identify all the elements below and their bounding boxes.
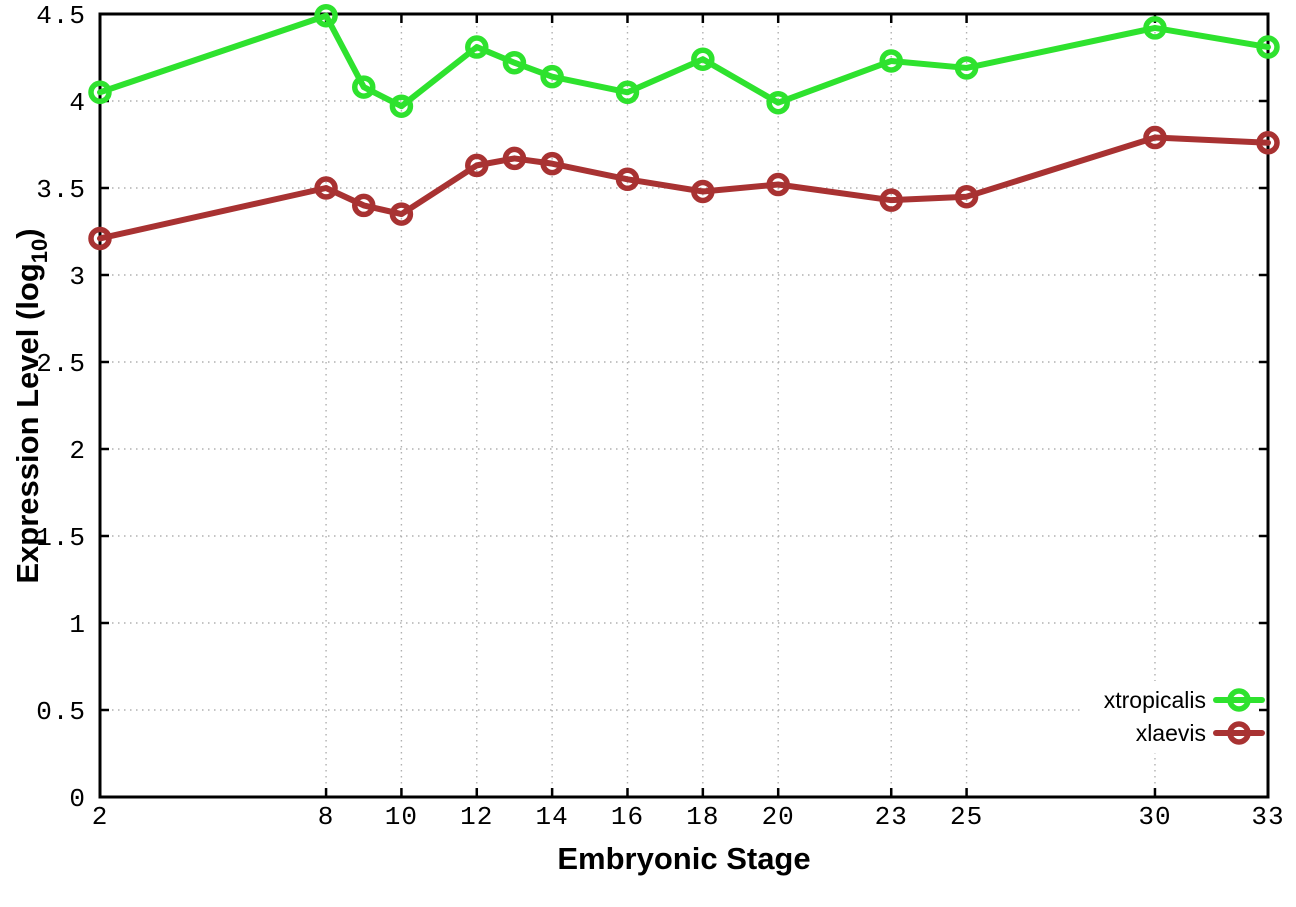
x-axis-title: Embryonic Stage (557, 841, 810, 876)
x-tick-label: 25 (950, 802, 983, 832)
legend-marker-open-circle (1227, 721, 1251, 745)
series-xtropicalis (88, 3, 1280, 118)
data-point-marker-xlaevis (766, 172, 790, 197)
data-point-marker-xtropicalis (465, 35, 489, 59)
y-tick-label: 2.5 (36, 349, 86, 379)
legend-label-xtropicalis: xtropicalis (1104, 687, 1206, 713)
data-point-marker-xtropicalis (1143, 16, 1167, 40)
x-tick-label: 18 (686, 802, 719, 832)
axis-ticks-layer (98, 12, 1270, 799)
data-point-marker-xlaevis (615, 167, 640, 192)
series-xlaevis (88, 125, 1280, 251)
x-tick-label: 14 (536, 802, 569, 832)
y-tick-label: 1.5 (36, 523, 86, 553)
data-point-marker-xlaevis (540, 151, 564, 176)
legend-entry-xtropicalis: xtropicalis (1104, 687, 1265, 713)
data-point-marker-xtropicalis (879, 49, 903, 73)
data-point-marker-xlaevis (1256, 131, 1280, 155)
x-tick-label: 10 (385, 802, 418, 832)
data-point-marker-xtropicalis (88, 80, 112, 105)
data-point-marker-xlaevis (88, 226, 112, 251)
data-point-marker-xtropicalis (615, 80, 640, 105)
series-layer (88, 3, 1280, 251)
legend-marker-open-circle (1227, 688, 1251, 712)
x-tick-label: 30 (1138, 802, 1171, 832)
data-point-marker-xtropicalis (691, 47, 715, 71)
y-tick-label: 1 (69, 610, 86, 640)
data-point-marker-xlaevis (1143, 125, 1167, 150)
data-point-marker-xtropicalis (954, 56, 979, 80)
data-point-marker-xlaevis (351, 193, 376, 218)
grid-layer (99, 13, 1269, 798)
y-tick-label: 4.5 (36, 1, 86, 31)
series-line-xtropicalis (97, 12, 1271, 110)
data-point-marker-xtropicalis (314, 3, 338, 28)
x-tick-label: 23 (875, 802, 908, 832)
data-point-marker-xtropicalis (502, 50, 527, 75)
y-tick-label: 2 (69, 436, 86, 466)
y-tick-label: 3.5 (36, 175, 86, 205)
x-tick-label: 16 (611, 802, 644, 832)
legend-label-xlaevis: xlaevis (1136, 720, 1206, 746)
y-axis-title: Expression Level (log10) (10, 228, 52, 583)
data-point-marker-xtropicalis (1256, 35, 1280, 59)
data-point-marker-xlaevis (691, 179, 715, 204)
legend-entry-xlaevis: xlaevis (1136, 720, 1265, 746)
data-point-marker-xtropicalis (351, 75, 376, 99)
x-tick-label: 8 (318, 802, 335, 832)
data-point-marker-xtropicalis (766, 90, 790, 115)
y-tick-label: 3 (69, 262, 86, 292)
x-tick-label: 12 (460, 802, 493, 832)
data-point-marker-xtropicalis (540, 64, 564, 89)
y-tick-label: 0.5 (36, 697, 86, 727)
y-tick-label: 0 (69, 784, 86, 814)
plot-border (98, 12, 1270, 799)
tick-labels-layer: 2 8 10 12 14 16 18 20 23 25 30 33 0 0.5 1 1.5 2 2.5 3 3.5 4 4… (36, 1, 1284, 832)
data-point-marker-xlaevis (314, 176, 338, 200)
data-point-marker-xlaevis (954, 184, 979, 209)
y-tick-label: 4 (69, 88, 86, 118)
x-tick-label: 2 (92, 802, 109, 832)
x-tick-label: 33 (1251, 802, 1284, 832)
x-tick-label: 20 (762, 802, 795, 832)
data-point-marker-xlaevis (502, 146, 527, 171)
data-point-marker-xlaevis (879, 188, 903, 212)
data-point-marker-xlaevis (389, 202, 414, 226)
legend: xtropicalis xlaevis (1104, 687, 1265, 746)
data-point-marker-xlaevis (465, 153, 489, 178)
data-point-marker-xtropicalis (389, 94, 414, 118)
y-axis-title-group: Expression Level (log10) (10, 228, 52, 583)
